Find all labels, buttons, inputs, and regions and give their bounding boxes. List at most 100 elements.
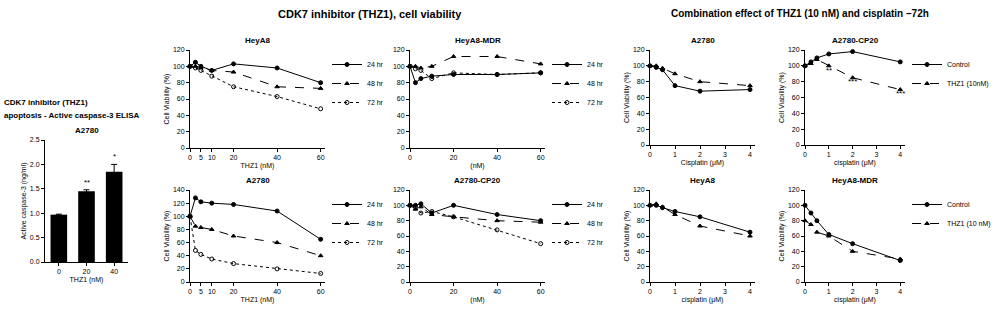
svg-text:Cell Viability (%): Cell Viability (%): [163, 211, 171, 262]
svg-text:20: 20: [177, 128, 185, 135]
svg-text:3: 3: [874, 288, 878, 295]
svg-text:20: 20: [177, 265, 185, 272]
svg-text:Active caspase-3 (ng/ml): Active caspase-3 (ng/ml): [20, 162, 28, 239]
svg-text:40: 40: [792, 248, 800, 255]
svg-text:4: 4: [898, 151, 902, 158]
svg-text:4: 4: [748, 151, 752, 158]
svg-text:48 hr: 48 hr: [367, 220, 384, 227]
svg-text:40: 40: [397, 248, 405, 255]
svg-text:A2780-CP20: A2780-CP20: [832, 36, 879, 45]
svg-text:60: 60: [792, 94, 800, 101]
svg-text:HeyA8-MDR: HeyA8-MDR: [832, 176, 878, 185]
svg-text:0: 0: [796, 141, 800, 148]
svg-text:40: 40: [273, 288, 281, 295]
svg-text:100: 100: [393, 202, 405, 209]
svg-text:0: 0: [648, 288, 652, 295]
svg-text:1: 1: [827, 288, 831, 295]
svg-text:100: 100: [633, 202, 645, 209]
svg-text:40: 40: [792, 110, 800, 117]
svg-text:**: **: [84, 178, 90, 187]
svg-text:A2780-CP20: A2780-CP20: [454, 176, 501, 185]
svg-text:0: 0: [401, 144, 405, 151]
svg-text:(nM): (nM): [470, 162, 484, 170]
svg-text:HeyA8-MDR: HeyA8-MDR: [455, 36, 501, 45]
svg-text:1: 1: [673, 288, 677, 295]
svg-text:80: 80: [637, 217, 645, 224]
svg-text:40: 40: [637, 110, 645, 117]
svg-text:(nM): (nM): [470, 296, 484, 304]
svg-text:4: 4: [748, 288, 752, 295]
svg-text:20: 20: [230, 288, 238, 295]
svg-text:THZ1 (10 nM): THZ1 (10 nM): [947, 220, 991, 228]
svg-text:60: 60: [397, 232, 405, 239]
svg-text:Cell Viability (%): Cell Viability (%): [623, 72, 631, 123]
svg-text:48 hr: 48 hr: [367, 80, 384, 87]
svg-text:2.5: 2.5: [30, 136, 40, 143]
svg-text:Cell Viability (%): Cell Viability (%): [778, 72, 786, 123]
svg-text:120: 120: [788, 186, 800, 193]
svg-text:A2780: A2780: [75, 126, 99, 135]
svg-text:100: 100: [788, 62, 800, 69]
svg-text:cisplatin (μM): cisplatin (μM): [834, 159, 876, 167]
svg-text:3: 3: [874, 151, 878, 158]
svg-text:120: 120: [633, 186, 645, 193]
svg-text:40: 40: [110, 268, 118, 275]
svg-text:60: 60: [317, 288, 325, 295]
svg-text:1.5: 1.5: [30, 185, 40, 192]
svg-text:1: 1: [827, 151, 831, 158]
svg-text:0: 0: [796, 278, 800, 285]
svg-text:120: 120: [788, 46, 800, 53]
svg-text:cisplatin (μM): cisplatin (μM): [682, 296, 724, 304]
svg-text:THZ1 (nM): THZ1 (nM): [241, 296, 275, 304]
svg-text:0: 0: [803, 151, 807, 158]
svg-text:20: 20: [637, 263, 645, 270]
svg-text:24 hr: 24 hr: [587, 61, 604, 68]
svg-text:80: 80: [397, 79, 405, 86]
svg-text:72 hr: 72 hr: [587, 239, 604, 246]
svg-text:Cell Viability (%): Cell Viability (%): [623, 211, 631, 262]
svg-text:0: 0: [803, 288, 807, 295]
svg-text:120: 120: [393, 186, 405, 193]
svg-text:60: 60: [177, 95, 185, 102]
svg-text:80: 80: [792, 78, 800, 85]
svg-text:20: 20: [450, 288, 458, 295]
svg-text:40: 40: [637, 248, 645, 255]
svg-text:0.5: 0.5: [30, 234, 40, 241]
svg-text:72 hr: 72 hr: [367, 239, 384, 246]
svg-text:THZ1 (10nM): THZ1 (10nM): [947, 80, 989, 88]
svg-text:60: 60: [637, 94, 645, 101]
svg-text:4: 4: [898, 288, 902, 295]
svg-text:A2780: A2780: [691, 36, 715, 45]
svg-text:60: 60: [177, 239, 185, 246]
svg-text:5: 5: [199, 154, 203, 161]
svg-text:24 hr: 24 hr: [367, 61, 384, 68]
svg-text:0: 0: [408, 154, 412, 161]
svg-text:80: 80: [397, 217, 405, 224]
svg-text:CDK7 inhibitor (THZ1): CDK7 inhibitor (THZ1): [4, 98, 88, 107]
svg-text:0: 0: [181, 144, 185, 151]
svg-text:60: 60: [397, 95, 405, 102]
svg-text:A2780: A2780: [246, 176, 270, 185]
svg-text:0: 0: [648, 151, 652, 158]
svg-text:Cell Viability (%): Cell Viability (%): [778, 211, 786, 262]
svg-text:*: *: [113, 152, 116, 161]
svg-text:20: 20: [792, 263, 800, 270]
svg-text:1: 1: [673, 151, 677, 158]
svg-text:48 hr: 48 hr: [587, 220, 604, 227]
svg-text:Combination effect of THZ1 (10: Combination effect of THZ1 (10 nM) and c…: [671, 8, 929, 19]
svg-text:Control: Control: [947, 201, 970, 208]
svg-text:100: 100: [173, 63, 185, 70]
svg-text:80: 80: [792, 217, 800, 224]
svg-text:100: 100: [393, 63, 405, 70]
svg-text:20: 20: [397, 263, 405, 270]
svg-text:***: ***: [848, 77, 857, 86]
svg-text:60: 60: [637, 232, 645, 239]
svg-text:20: 20: [450, 154, 458, 161]
svg-text:0: 0: [408, 288, 412, 295]
svg-text:40: 40: [273, 154, 281, 161]
svg-text:0.0: 0.0: [30, 258, 40, 265]
svg-text:10: 10: [208, 154, 216, 161]
svg-text:0: 0: [57, 268, 61, 275]
svg-text:40: 40: [177, 252, 185, 259]
svg-text:120: 120: [173, 46, 185, 53]
